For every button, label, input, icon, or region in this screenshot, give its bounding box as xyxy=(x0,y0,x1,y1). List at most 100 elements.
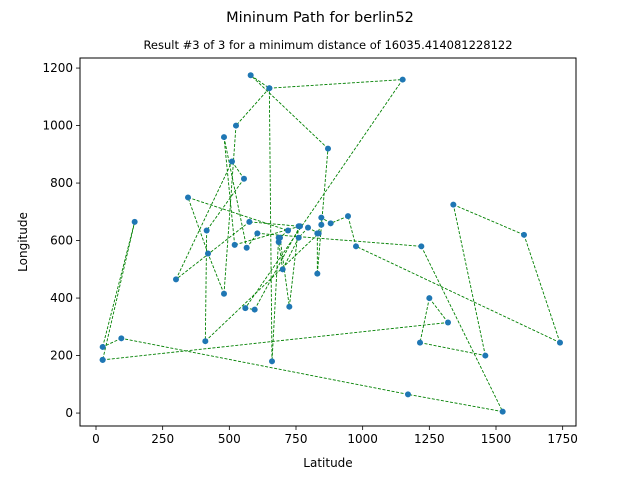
path-segment xyxy=(102,337,122,348)
city-point xyxy=(205,250,211,257)
plot-area-frame xyxy=(79,57,577,427)
city-point xyxy=(297,223,303,230)
path-segment xyxy=(268,88,273,362)
path-segment xyxy=(271,237,280,362)
path-segment xyxy=(278,241,284,270)
city-point xyxy=(327,220,334,227)
city-point xyxy=(275,239,282,245)
path-segment xyxy=(187,197,289,231)
path-segment xyxy=(523,234,561,343)
city-point xyxy=(246,218,253,225)
x-axis-ticks: 0 250 500 750 1000 1250 1500 1750 xyxy=(92,426,578,446)
path-segment xyxy=(407,393,503,413)
path-segment xyxy=(223,125,237,294)
city-point xyxy=(173,276,179,283)
path-segment xyxy=(102,221,136,360)
path-segment xyxy=(187,197,209,254)
city-point xyxy=(99,356,106,363)
city-point xyxy=(445,319,451,326)
path-segment xyxy=(102,322,449,361)
city-point xyxy=(221,134,227,141)
city-point xyxy=(499,408,506,415)
chart-subtitle: Result #3 of 3 for a minimum distance of… xyxy=(143,38,512,52)
city-point xyxy=(251,306,258,313)
city-point xyxy=(318,221,325,228)
path-segment xyxy=(282,237,300,270)
city-point xyxy=(269,358,275,365)
city-point xyxy=(417,339,423,346)
city-point xyxy=(233,122,239,129)
y-tick-label: 400 xyxy=(50,291,73,305)
city-point xyxy=(399,76,406,83)
path-segment xyxy=(231,161,245,180)
city-point xyxy=(295,234,302,241)
y-tick-label: 800 xyxy=(50,176,73,190)
x-tick-label: 1500 xyxy=(481,432,512,446)
path-segment xyxy=(249,221,299,227)
city-point xyxy=(279,266,286,273)
y-axis-ticks: 0 200 400 600 800 1000 1200 xyxy=(42,61,80,420)
city-point xyxy=(325,145,331,152)
path-segment xyxy=(175,161,233,280)
city-point xyxy=(345,213,351,220)
y-tick-label: 1200 xyxy=(42,61,73,75)
city-point xyxy=(241,175,247,182)
city-point xyxy=(202,338,209,345)
x-tick-label: 0 xyxy=(92,432,100,446)
path-segment xyxy=(207,253,225,294)
city-point xyxy=(286,303,293,310)
path-segment xyxy=(206,178,245,231)
path-segment xyxy=(223,136,248,248)
city-point xyxy=(314,270,321,277)
path-segment xyxy=(419,342,486,357)
city-point xyxy=(285,227,291,234)
city-point xyxy=(254,230,261,237)
city-point xyxy=(405,391,411,398)
path-segment xyxy=(235,87,270,126)
path-segment xyxy=(453,204,525,236)
path-segment xyxy=(244,79,404,309)
city-point xyxy=(426,295,433,302)
city-point xyxy=(353,243,359,250)
city-point xyxy=(229,158,235,165)
x-tick-label: 1750 xyxy=(547,432,578,446)
path-segment xyxy=(316,148,329,274)
path-segment xyxy=(355,245,561,344)
path-segment xyxy=(205,233,319,342)
y-tick-label: 600 xyxy=(50,234,73,248)
x-tick-label: 1000 xyxy=(347,432,378,446)
x-tick-label: 250 xyxy=(151,432,174,446)
city-point xyxy=(266,85,273,92)
path-points xyxy=(99,72,563,415)
y-tick-label: 1000 xyxy=(42,119,73,133)
path-segment xyxy=(121,337,409,395)
city-point xyxy=(203,227,210,234)
y-tick-label: 200 xyxy=(50,349,73,363)
city-point xyxy=(450,201,457,208)
city-point xyxy=(242,305,249,312)
y-axis-label: Longitude xyxy=(16,212,30,272)
path-segment xyxy=(279,237,290,307)
path-segment xyxy=(420,246,504,412)
path-segment xyxy=(452,204,486,356)
city-point xyxy=(557,339,563,346)
city-point xyxy=(131,218,138,225)
path-segment xyxy=(102,221,136,348)
x-axis-label: Latitude xyxy=(303,456,352,470)
y-tick-label: 0 xyxy=(65,406,73,420)
x-tick-label: 1250 xyxy=(414,432,445,446)
city-point xyxy=(521,231,527,238)
city-point xyxy=(315,230,322,237)
city-point xyxy=(185,194,191,201)
city-point xyxy=(247,72,254,79)
path-lines xyxy=(102,74,561,413)
chart-title: Mininum Path for berlin52 xyxy=(226,10,414,26)
city-point xyxy=(275,234,282,241)
path-segment xyxy=(254,225,301,310)
path-segment xyxy=(223,137,236,245)
city-point xyxy=(318,214,325,221)
city-point xyxy=(305,224,311,231)
path-segment xyxy=(428,297,449,323)
x-tick-label: 750 xyxy=(285,432,308,446)
path-segment xyxy=(250,74,270,89)
